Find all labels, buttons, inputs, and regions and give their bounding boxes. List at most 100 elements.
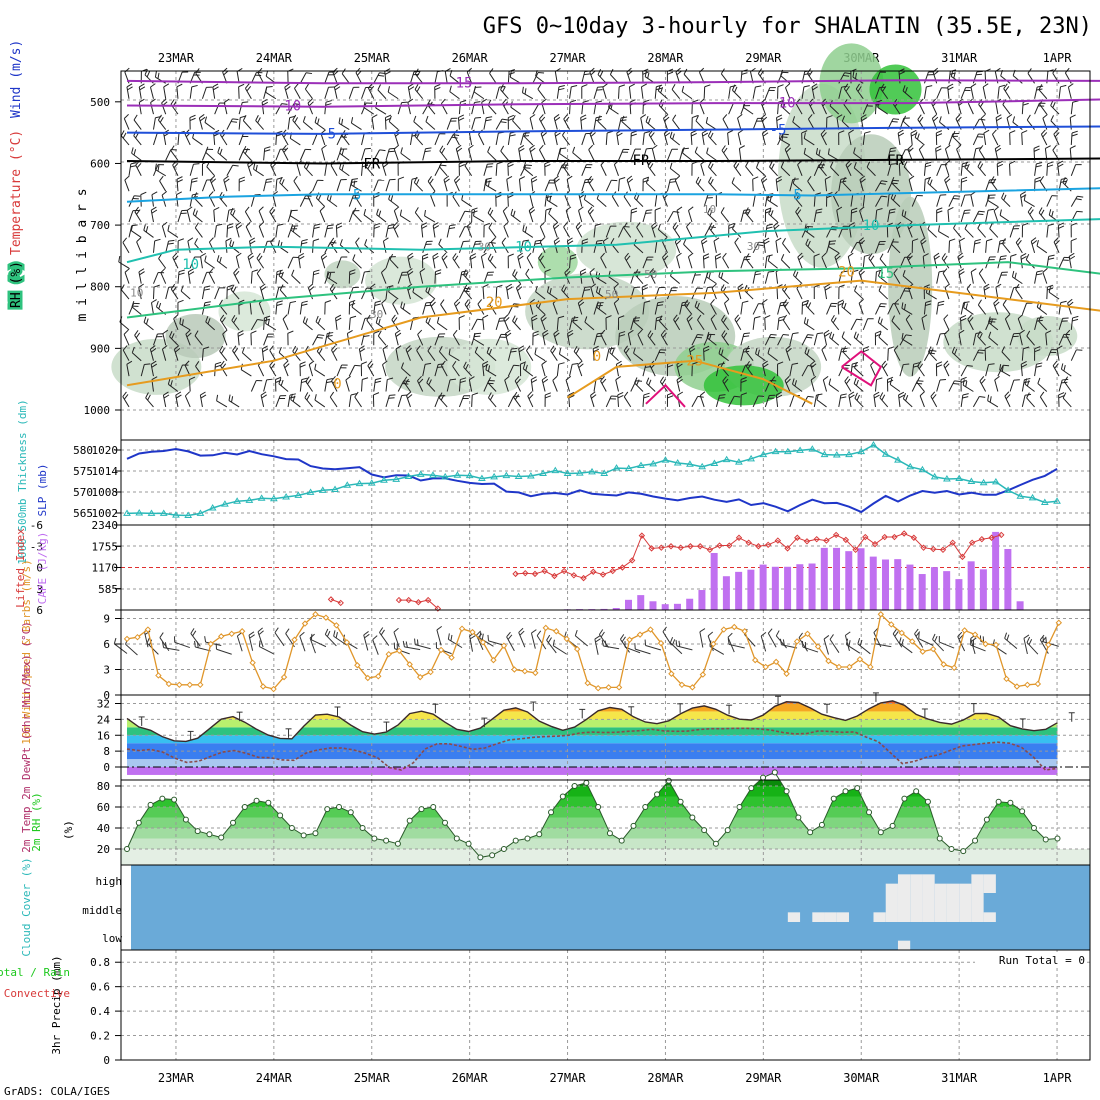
rh-point bbox=[406, 817, 413, 824]
wind-barb-feather bbox=[339, 239, 343, 246]
upper-wind-barb bbox=[983, 133, 987, 146]
upper-wind-barb bbox=[532, 103, 540, 115]
cloud-block bbox=[946, 893, 960, 922]
upper-wind-barb bbox=[453, 180, 460, 192]
wind-barb-feather bbox=[925, 164, 932, 168]
wind-barb-feather bbox=[134, 330, 139, 336]
upper-wind-barb bbox=[152, 240, 156, 253]
upper-wind-barb bbox=[794, 196, 803, 207]
wind-barb-feather bbox=[307, 378, 312, 385]
wind-barb-feather bbox=[379, 627, 384, 633]
wind-barb-feather bbox=[174, 345, 180, 350]
upper-wind-barb bbox=[369, 287, 375, 300]
wind-barb-feather bbox=[448, 348, 451, 355]
cape-bar bbox=[918, 574, 926, 610]
wind-barb-feather bbox=[601, 639, 604, 647]
wind-barb-feather bbox=[745, 253, 750, 259]
wind-barb-feather bbox=[572, 146, 576, 153]
upper-wind-barb bbox=[299, 302, 303, 315]
wind-barb-feather bbox=[326, 378, 333, 381]
upper-wind-barb bbox=[870, 364, 876, 377]
wind-barb-feather bbox=[510, 350, 517, 353]
thickness-point bbox=[355, 479, 364, 487]
upper-wind-barb bbox=[960, 210, 966, 223]
wind-barb-feather bbox=[802, 300, 809, 303]
wind-barb-feather bbox=[563, 114, 568, 120]
wind-barb-feather bbox=[696, 302, 700, 309]
upper-wind-barb bbox=[1067, 86, 1072, 99]
upper-wind-barb bbox=[985, 364, 990, 377]
upper-wind-barb bbox=[887, 210, 891, 223]
upper-wind-barb bbox=[385, 225, 389, 238]
wind10m-barb bbox=[767, 633, 777, 648]
wind-barb-feather bbox=[633, 317, 640, 319]
upper-wind-barb bbox=[1024, 383, 1035, 392]
rh-grid bbox=[121, 780, 1090, 865]
wind-barb-feather bbox=[954, 380, 961, 382]
wind-barb-feather bbox=[1064, 179, 1068, 185]
upper-wind-barb bbox=[699, 395, 705, 408]
wind10m-barb bbox=[536, 635, 547, 650]
cape-bar bbox=[943, 571, 951, 610]
rh-point bbox=[913, 788, 920, 795]
upper-wind-barb bbox=[941, 258, 950, 269]
upper-wind-barb bbox=[473, 338, 485, 346]
upper-wind-barb bbox=[326, 276, 338, 285]
upper-wind-barb bbox=[1070, 349, 1077, 361]
upper-wind-barb bbox=[134, 211, 142, 223]
wind10m-barb bbox=[645, 645, 662, 651]
wind-barb-feather bbox=[179, 317, 182, 324]
wind-barb-feather bbox=[173, 314, 179, 320]
upper-wind-barb bbox=[552, 303, 558, 315]
wind-barb-feather bbox=[627, 70, 633, 76]
upper-wind-barb bbox=[382, 364, 387, 377]
upper-wind-barb bbox=[764, 194, 768, 207]
wind-barb-feather bbox=[283, 147, 289, 153]
upper-wind-barb bbox=[660, 334, 668, 346]
upper-wind-barb bbox=[710, 318, 717, 331]
rh-point bbox=[524, 835, 531, 842]
wind-barb-feather bbox=[1002, 299, 1007, 305]
lifted-index-point bbox=[590, 568, 597, 575]
wind-barb-feather bbox=[424, 150, 431, 153]
cape-bar bbox=[771, 566, 779, 610]
upper-wind-barb bbox=[400, 215, 411, 223]
wind-barb-feather bbox=[730, 84, 737, 88]
wind-barb-feather bbox=[384, 71, 391, 75]
wind-barb-feather bbox=[368, 363, 374, 369]
wind-barb-feather bbox=[737, 113, 743, 119]
upper-wind-barb bbox=[394, 333, 399, 346]
upper-wind-barb bbox=[278, 275, 289, 285]
upper-wind-barb bbox=[473, 215, 485, 223]
upper-wind-barb bbox=[488, 227, 497, 238]
wind-barb-feather bbox=[912, 238, 919, 242]
wind-barb-feather bbox=[302, 116, 306, 123]
wind-barb-feather bbox=[422, 256, 429, 260]
wind-barb-feather bbox=[440, 164, 447, 167]
wind-barb-feather bbox=[378, 210, 382, 217]
wind-barb-feather bbox=[1072, 318, 1079, 322]
wind-barb-feather bbox=[381, 298, 387, 304]
upper-wind-barb bbox=[767, 353, 778, 362]
thickness-point bbox=[526, 472, 535, 479]
wind-barb-feather bbox=[876, 269, 883, 273]
wind-barb-feather bbox=[683, 238, 687, 245]
wind-barb-feather bbox=[667, 364, 674, 368]
upper-wind-barb bbox=[1026, 335, 1035, 346]
wind-barb-feather bbox=[596, 301, 599, 308]
upper-wind-barb bbox=[1019, 333, 1023, 346]
wind-barb-feather bbox=[715, 253, 721, 257]
wind-barb-feather bbox=[235, 221, 242, 227]
upper-wind-barb bbox=[299, 72, 307, 84]
wind-barb-feather bbox=[943, 360, 949, 366]
upper-wind-barb bbox=[361, 133, 365, 146]
upper-wind-barb bbox=[201, 179, 208, 192]
cloud-block bbox=[959, 883, 972, 893]
upper-wind-barb bbox=[153, 272, 159, 284]
upper-wind-barb bbox=[1058, 86, 1061, 99]
upper-wind-barb bbox=[406, 271, 411, 284]
upper-wind-barb bbox=[392, 303, 399, 315]
